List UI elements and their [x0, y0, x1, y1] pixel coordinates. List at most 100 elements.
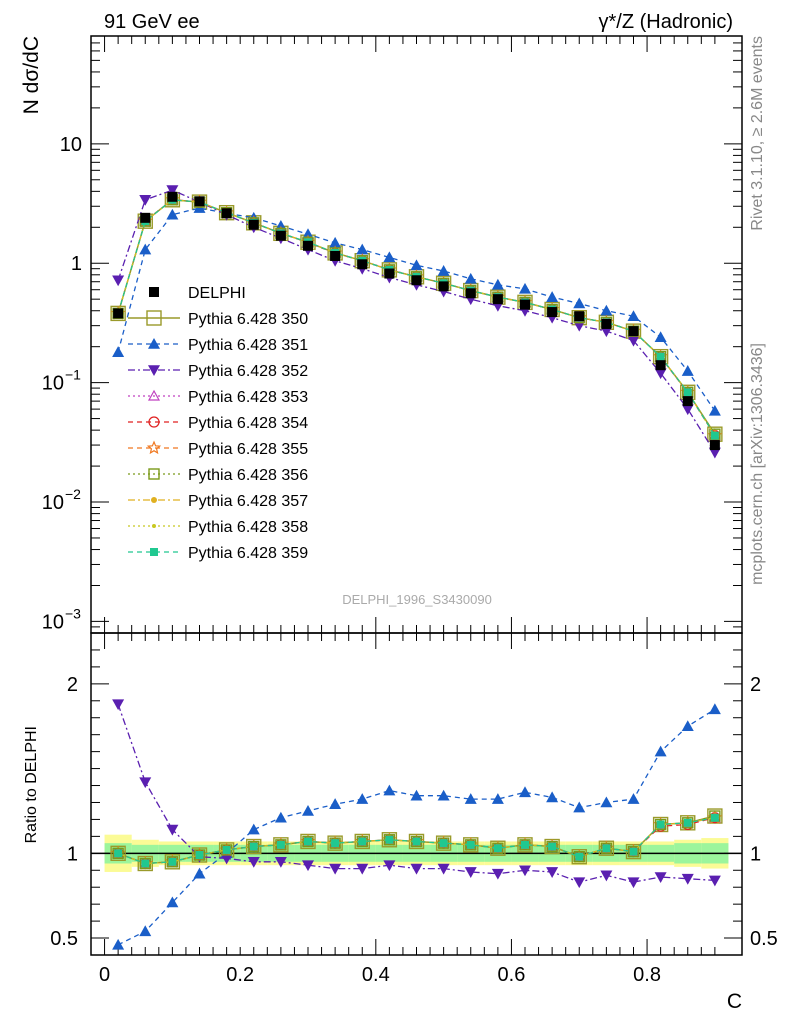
- ratio-series-point: [602, 844, 611, 853]
- legend-marker: [151, 497, 157, 503]
- series-point: [573, 320, 586, 332]
- series-point: [708, 447, 721, 459]
- legend-marker: [152, 524, 156, 528]
- ratio-y-tick-label-right: 0.5: [750, 928, 778, 950]
- ratio-series-point: [193, 867, 206, 879]
- series-point: [464, 272, 477, 284]
- y-tick-label: 10: [42, 492, 64, 514]
- data-point: [113, 308, 124, 319]
- ratio-series-point: [195, 851, 204, 860]
- data-point: [411, 275, 422, 286]
- ratio-series-point: [385, 835, 394, 844]
- ratio-series-point: [681, 720, 694, 732]
- ratio-series-point: [573, 877, 586, 889]
- ratio-series-point: [329, 863, 342, 875]
- ratio-series-point: [491, 793, 504, 804]
- series-point: [710, 431, 719, 440]
- ratio-series-point: [492, 842, 504, 854]
- ratio-series-point: [329, 798, 342, 809]
- ratio-y-tick-label: 1: [67, 843, 78, 865]
- data-point: [275, 230, 286, 241]
- ratio-series-point: [193, 849, 206, 861]
- legend-marker: [148, 338, 160, 349]
- ratio-series-point: [708, 703, 721, 715]
- legend: DELPHI Pythia 6.428 350 Pythia 6.428 351 Py…: [128, 285, 308, 562]
- ratio-series-point: [247, 823, 260, 835]
- ratio-series-point: [168, 857, 177, 866]
- ratio-series-point: [383, 784, 396, 796]
- data-point: [221, 208, 232, 219]
- ratio-series-point: [521, 840, 529, 849]
- ratio-series-point: [249, 842, 258, 851]
- ratio-series-point: [629, 847, 638, 856]
- ratio-series-point: [166, 896, 179, 908]
- ratio-series-point: [222, 845, 231, 854]
- y-tick-label: 1: [71, 253, 82, 275]
- ratio-series-point: [710, 813, 719, 822]
- series-point: [600, 326, 613, 338]
- legend-label: Pythia 6.428 356: [188, 467, 308, 484]
- legend-label: Pythia 6.428 358: [188, 519, 308, 536]
- series-point: [681, 404, 694, 416]
- series-point: [112, 346, 125, 357]
- x-tick-label: 0.6: [498, 964, 526, 986]
- ratio-series-point: [627, 793, 640, 804]
- ratio-series-point: [654, 872, 667, 884]
- series-point: [654, 368, 667, 380]
- ratio-series-point: [439, 839, 448, 848]
- series-point: [546, 291, 559, 302]
- data-point: [547, 307, 558, 318]
- ratio-series-point: [600, 870, 613, 882]
- header-right: γ*/Z (Hadronic): [599, 11, 733, 33]
- series-point: [383, 251, 396, 263]
- series-point: [139, 194, 152, 206]
- data-point: [167, 191, 178, 202]
- ratio-series-point: [302, 860, 314, 872]
- ratio-y-tick-label-right: 2: [750, 674, 761, 696]
- ratio-series-point: [358, 837, 367, 846]
- ratio-series-line: [117, 708, 716, 946]
- ratio-series-point: [656, 820, 665, 829]
- ratio-series-point: [410, 789, 423, 801]
- ratio-series-point: [139, 777, 152, 789]
- ratio-series-point: [546, 867, 559, 878]
- x-tick-label: 0: [99, 964, 110, 986]
- series-point: [437, 265, 450, 276]
- series-point: [708, 404, 721, 416]
- x-tick-label: 0.8: [633, 964, 661, 986]
- ratio-series-line: [117, 817, 716, 865]
- ratio-series-point: [464, 793, 477, 804]
- y-tick-exponent: −2: [65, 486, 81, 502]
- x-tick-label: 0.4: [362, 964, 390, 986]
- y-tick-exponent: −3: [65, 605, 81, 621]
- ratio-series-point: [141, 859, 150, 868]
- data-point: [628, 326, 639, 337]
- ratio-series-point: [573, 851, 585, 863]
- legend-label: Pythia 6.428 351: [188, 337, 308, 354]
- ratio-series-point: [383, 860, 396, 872]
- legend-marker: [148, 365, 160, 376]
- legend-marker: [148, 416, 160, 428]
- x-tick-label: 0.2: [226, 964, 254, 986]
- ratio-series-point: [276, 840, 285, 849]
- series-point: [166, 208, 179, 220]
- data-point: [709, 440, 720, 451]
- ratio-series-point: [112, 699, 125, 711]
- labels: 91 GeV ee γ*/Z (Hadronic) Rivet 3.1.10, …: [20, 11, 766, 1013]
- ratio-series-point: [247, 856, 260, 868]
- ratio-series-point: [356, 863, 369, 875]
- ratio-series-point: [220, 853, 233, 865]
- rivet-label: Rivet 3.1.10, ≥ 2.6M events: [749, 36, 766, 231]
- data-point: [520, 299, 530, 310]
- legend-marker: [147, 389, 161, 401]
- legend-marker-data: [149, 287, 159, 297]
- ratio-series-point: [304, 837, 312, 846]
- ratio-series-point: [412, 837, 421, 846]
- legend-label: Pythia 6.428 353: [188, 389, 308, 406]
- series-point: [491, 278, 504, 290]
- ratio-series-point: [493, 844, 502, 853]
- series-point: [600, 304, 613, 316]
- main-frame: [90, 35, 743, 634]
- ratio-series-point: [464, 867, 477, 878]
